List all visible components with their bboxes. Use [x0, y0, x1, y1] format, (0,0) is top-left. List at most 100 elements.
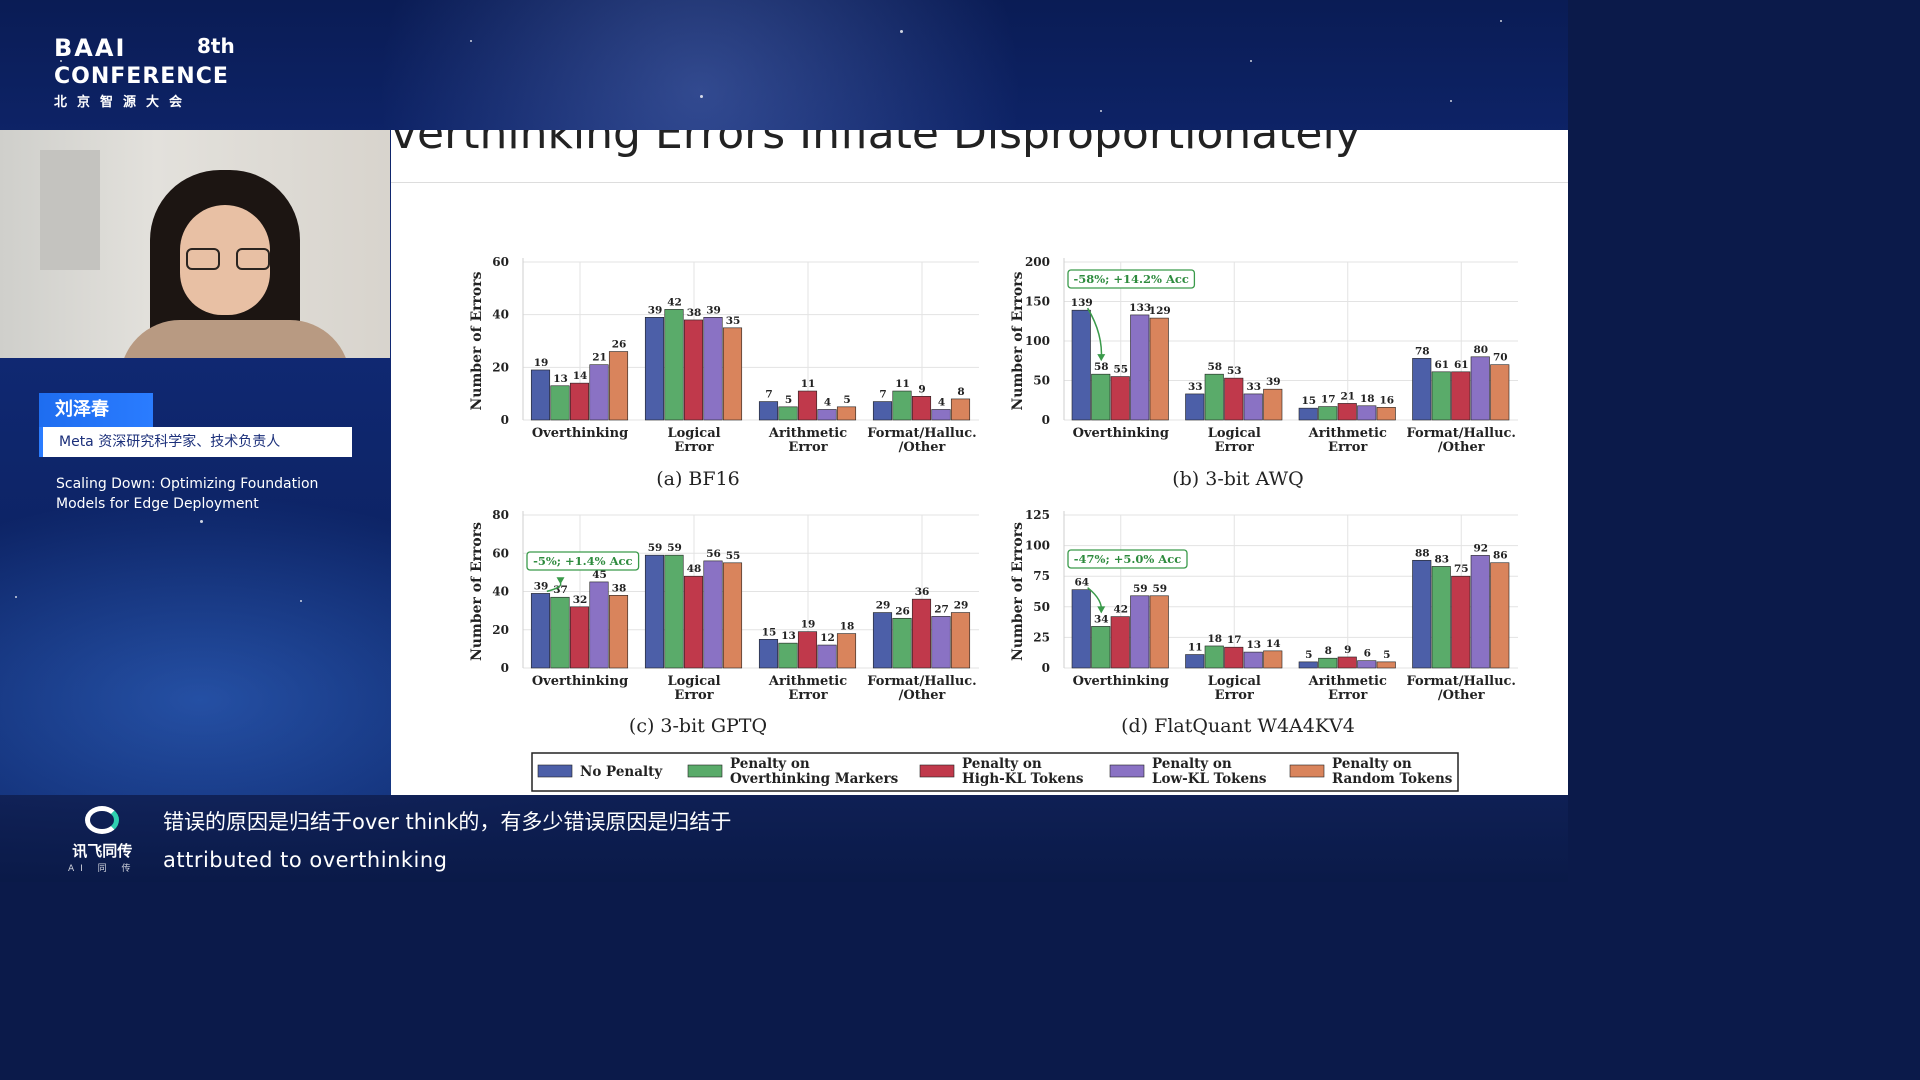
y-tick-label: 0 [501, 413, 509, 427]
x-tick-label: Error [1215, 440, 1254, 455]
bar [836, 406, 857, 421]
star [1450, 100, 1452, 102]
y-axis-label: Number of Errors [1010, 522, 1026, 661]
speaker-body [120, 320, 350, 358]
x-tick-label: Format/Halluc. [1407, 674, 1516, 689]
bar [608, 595, 629, 669]
x-tick-label: Arithmetic [1308, 426, 1387, 441]
bar-value-label: 17 [1227, 634, 1242, 646]
annotation-text: -5%; +1.4% Acc [533, 554, 632, 568]
bar-value-label: 33 [1246, 381, 1261, 393]
bar [950, 398, 971, 421]
x-tick-label: /Other [899, 688, 946, 703]
x-tick-label: Overthinking [1073, 426, 1169, 441]
y-tick-label: 50 [1033, 374, 1050, 388]
annotation-box [1067, 549, 1188, 569]
x-tick-label: Arithmetic [768, 674, 847, 689]
bar-value-label: 64 [1074, 577, 1089, 589]
slide-divider [391, 182, 1568, 183]
star [900, 30, 903, 33]
annotation-arrowhead [1097, 354, 1106, 362]
bar-value-label: 27 [934, 603, 949, 615]
bar-value-label: 55 [726, 550, 741, 562]
bar [569, 606, 590, 669]
x-tick-label: /Other [1438, 688, 1485, 703]
x-tick-label: /Other [1438, 440, 1485, 455]
bar-value-label: 5 [1383, 649, 1390, 661]
bar-value-label: 4 [824, 396, 831, 408]
bar-value-label: 5 [1305, 649, 1312, 661]
speaker-name: 刘泽春 [39, 393, 153, 427]
chart-caption: (a) BF16 [656, 468, 740, 490]
bar-value-label: 6 [1364, 648, 1371, 660]
bar-value-label: 15 [762, 626, 777, 638]
bar-value-label: 7 [765, 389, 772, 401]
speaker-face [180, 205, 270, 315]
bar [1091, 373, 1111, 421]
bar [664, 554, 684, 669]
bar [1376, 661, 1396, 669]
bar-value-label: 15 [1301, 395, 1316, 407]
x-tick-label: Logical [1208, 426, 1261, 441]
bar [1224, 377, 1244, 421]
bar [950, 612, 971, 669]
annotation-text: -47%; +5.0% Acc [1074, 552, 1181, 566]
x-tick-label: Format/Halluc. [1407, 426, 1516, 441]
bar-value-label: 39 [648, 304, 663, 316]
bar [1071, 589, 1091, 669]
bar-value-label: 21 [592, 352, 607, 364]
bar [1130, 314, 1150, 421]
x-tick-label: Error [788, 440, 827, 455]
bar-value-label: 70 [1493, 352, 1508, 364]
y-tick-label: 100 [1025, 539, 1050, 553]
bar [931, 409, 951, 421]
bar [589, 364, 609, 421]
bar-value-label: 88 [1415, 547, 1430, 559]
x-tick-label: Error [674, 688, 713, 703]
bar [1318, 657, 1338, 669]
bar-value-label: 83 [1434, 553, 1449, 565]
bar-value-label: 39 [1266, 376, 1281, 388]
bar [1376, 407, 1396, 421]
bar-value-label: 11 [895, 378, 910, 390]
bar [1337, 403, 1357, 421]
x-tick-label: Error [788, 688, 827, 703]
chart-caption: (b) 3-bit AWQ [1172, 468, 1304, 490]
x-tick-label: Logical [667, 674, 720, 689]
annotation-arrowhead [556, 577, 565, 585]
star [200, 520, 203, 523]
bar [836, 633, 857, 669]
x-tick-label: Overthinking [532, 674, 628, 689]
x-tick-label: Format/Halluc. [867, 426, 976, 441]
bar-value-label: 18 [840, 621, 855, 633]
bar-value-label: 133 [1129, 302, 1151, 314]
bar [911, 598, 932, 669]
y-tick-label: 50 [1033, 600, 1050, 614]
bar-value-label: 48 [687, 563, 702, 575]
bar [931, 616, 951, 669]
bar [1470, 356, 1490, 421]
legend-label: Penalty on [1152, 756, 1232, 772]
slide-title: verthinking Errors Inflate Disproportion… [391, 130, 1361, 159]
bar-value-label: 75 [1454, 563, 1469, 575]
bar-value-label: 14 [573, 370, 588, 382]
bar [1318, 406, 1338, 421]
subtitle-cn: 错误的原因是归结于over think的，有多少错误原因是归结于 [163, 810, 732, 834]
x-tick-label: Logical [1208, 674, 1261, 689]
bar [1110, 616, 1130, 669]
bar [608, 351, 629, 421]
bar [1263, 650, 1283, 669]
bar-value-label: 61 [1434, 359, 1449, 371]
speaker-title: Meta 资深研究科学家、技术负责人 [39, 427, 352, 457]
y-axis-label: Number of Errors [469, 271, 485, 410]
bar-value-label: 92 [1473, 542, 1488, 554]
bar-value-label: 18 [1360, 393, 1375, 405]
bar [892, 390, 912, 421]
bar [1149, 317, 1169, 421]
bar-value-label: 59 [1152, 583, 1167, 595]
legend-label: Penalty on [1332, 756, 1412, 772]
bar [722, 327, 743, 421]
talk-title: Scaling Down: Optimizing Foundation Mode… [56, 476, 319, 512]
bar-value-label: 26 [612, 339, 627, 351]
legend-label: Overthinking Markers [730, 771, 899, 787]
